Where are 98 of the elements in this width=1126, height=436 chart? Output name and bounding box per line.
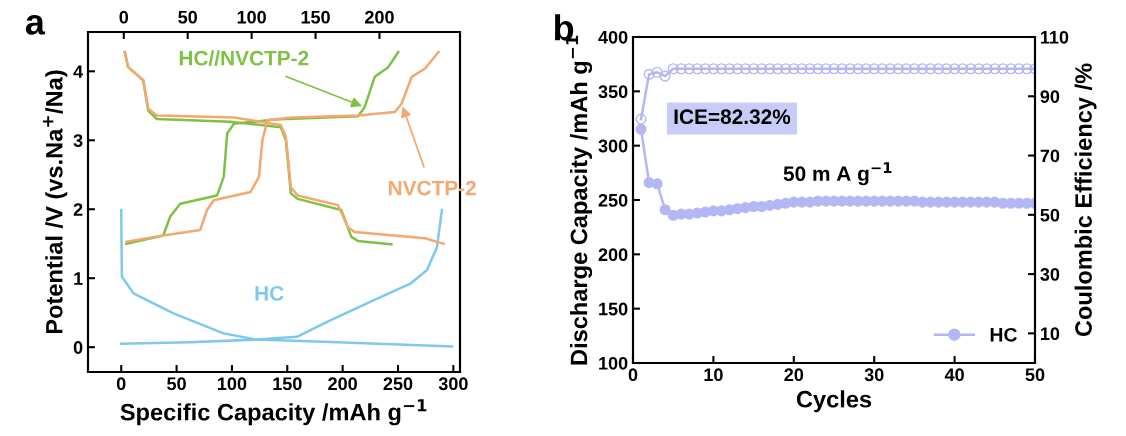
point bbox=[651, 66, 663, 78]
point bbox=[1005, 63, 1017, 75]
x2-tick-label: 0 bbox=[119, 10, 129, 24]
point bbox=[764, 63, 776, 75]
series-label: HC bbox=[255, 286, 284, 301]
x2-tick-label: 150 bbox=[301, 10, 330, 24]
x-tick-label: 40 bbox=[944, 368, 964, 382]
x-tick-label: 100 bbox=[218, 377, 247, 391]
x-tick-label: 30 bbox=[864, 368, 884, 382]
point bbox=[691, 63, 703, 75]
y-tick-label: 150 bbox=[599, 302, 628, 316]
point bbox=[812, 63, 824, 75]
point bbox=[916, 63, 928, 75]
legend-label: HC bbox=[990, 327, 1017, 342]
x-tick-label: 150 bbox=[273, 377, 302, 391]
y-tick-label: 3 bbox=[73, 134, 83, 148]
point bbox=[900, 63, 912, 75]
y-tick-label: 2 bbox=[73, 203, 83, 216]
point bbox=[836, 63, 848, 75]
annotation: 50 m A g$^{−1}$ bbox=[783, 162, 892, 186]
point bbox=[949, 63, 961, 75]
x2-tick-label: 50 bbox=[178, 10, 198, 24]
point bbox=[852, 63, 864, 75]
y-tick-label: 0 bbox=[73, 341, 83, 354]
point bbox=[932, 63, 945, 75]
point bbox=[635, 113, 647, 125]
point bbox=[828, 63, 840, 75]
point bbox=[941, 63, 953, 75]
y-tick-label: 200 bbox=[598, 248, 628, 262]
y2-tick-label: 110 bbox=[1041, 30, 1069, 44]
point bbox=[957, 63, 969, 75]
x-tick-label: 50 bbox=[167, 377, 186, 391]
point bbox=[756, 63, 768, 75]
point bbox=[772, 63, 784, 75]
y2-tick-label: 90 bbox=[1040, 90, 1060, 103]
point bbox=[659, 70, 671, 82]
point bbox=[924, 63, 937, 75]
y-tick-label: 300 bbox=[598, 139, 628, 153]
point bbox=[788, 63, 800, 75]
point bbox=[707, 63, 719, 75]
x-axis-title: Specific Capacity /mAh g$^{−1}$ bbox=[120, 399, 427, 426]
point bbox=[659, 204, 671, 216]
point bbox=[1021, 63, 1033, 75]
point bbox=[981, 63, 993, 75]
y-tick-label: 1 bbox=[74, 272, 83, 285]
point bbox=[643, 68, 655, 80]
point bbox=[892, 63, 904, 75]
point bbox=[748, 63, 760, 75]
y2-tick-label: 50 bbox=[1040, 208, 1060, 222]
x-tick-label: 10 bbox=[704, 368, 723, 382]
point bbox=[683, 63, 695, 75]
point bbox=[989, 63, 1001, 75]
text: HC//NVCTP-2 bbox=[179, 50, 309, 66]
point bbox=[780, 63, 792, 75]
point bbox=[860, 63, 872, 75]
point bbox=[876, 63, 888, 75]
y2-tick-label: 30 bbox=[1040, 268, 1060, 281]
point bbox=[715, 63, 727, 75]
point bbox=[667, 63, 679, 75]
point bbox=[844, 63, 856, 75]
y-tick-label: 250 bbox=[598, 193, 628, 207]
point bbox=[997, 63, 1009, 75]
x2-tick-label: 100 bbox=[237, 10, 266, 24]
y-axis-title: Potential /V (vs.Na$^{+}$/Na) bbox=[42, 70, 68, 334]
point bbox=[723, 63, 736, 75]
point bbox=[820, 63, 832, 75]
point bbox=[965, 63, 977, 75]
x-tick-label: 50 bbox=[1025, 368, 1045, 382]
point bbox=[868, 63, 880, 75]
point bbox=[804, 63, 816, 75]
y-tick-label: 400 bbox=[598, 30, 628, 44]
x-tick-label: 300 bbox=[438, 377, 468, 391]
y2-tick-label: 70 bbox=[1040, 149, 1060, 163]
y2-tick-label: 10 bbox=[1041, 327, 1060, 341]
x-tick-label: 250 bbox=[383, 377, 413, 391]
y-tick-label: 350 bbox=[598, 85, 628, 99]
x-tick-label: 0 bbox=[116, 377, 126, 391]
point bbox=[908, 63, 920, 75]
x-tick-label: 200 bbox=[328, 377, 357, 391]
point bbox=[796, 63, 808, 75]
chart-title: a bbox=[25, 14, 46, 35]
y2-axis-title: Coulombic Efficiency /% bbox=[1074, 63, 1097, 337]
y-tick-label: 100 bbox=[599, 356, 628, 370]
point bbox=[740, 63, 752, 75]
point bbox=[731, 63, 744, 75]
point bbox=[973, 63, 985, 75]
point bbox=[635, 123, 647, 135]
point bbox=[884, 63, 896, 75]
y-tick-label: 4 bbox=[73, 65, 84, 78]
x-axis-title: Cycles bbox=[796, 390, 872, 413]
point bbox=[1013, 63, 1025, 75]
annotation: ICE=82.32% bbox=[674, 109, 791, 125]
x2-tick-label: 200 bbox=[365, 10, 394, 24]
x-tick-label: 20 bbox=[784, 368, 804, 382]
x-tick-label: 0 bbox=[628, 368, 638, 382]
point bbox=[699, 63, 711, 75]
point bbox=[675, 63, 687, 75]
point bbox=[651, 178, 663, 190]
